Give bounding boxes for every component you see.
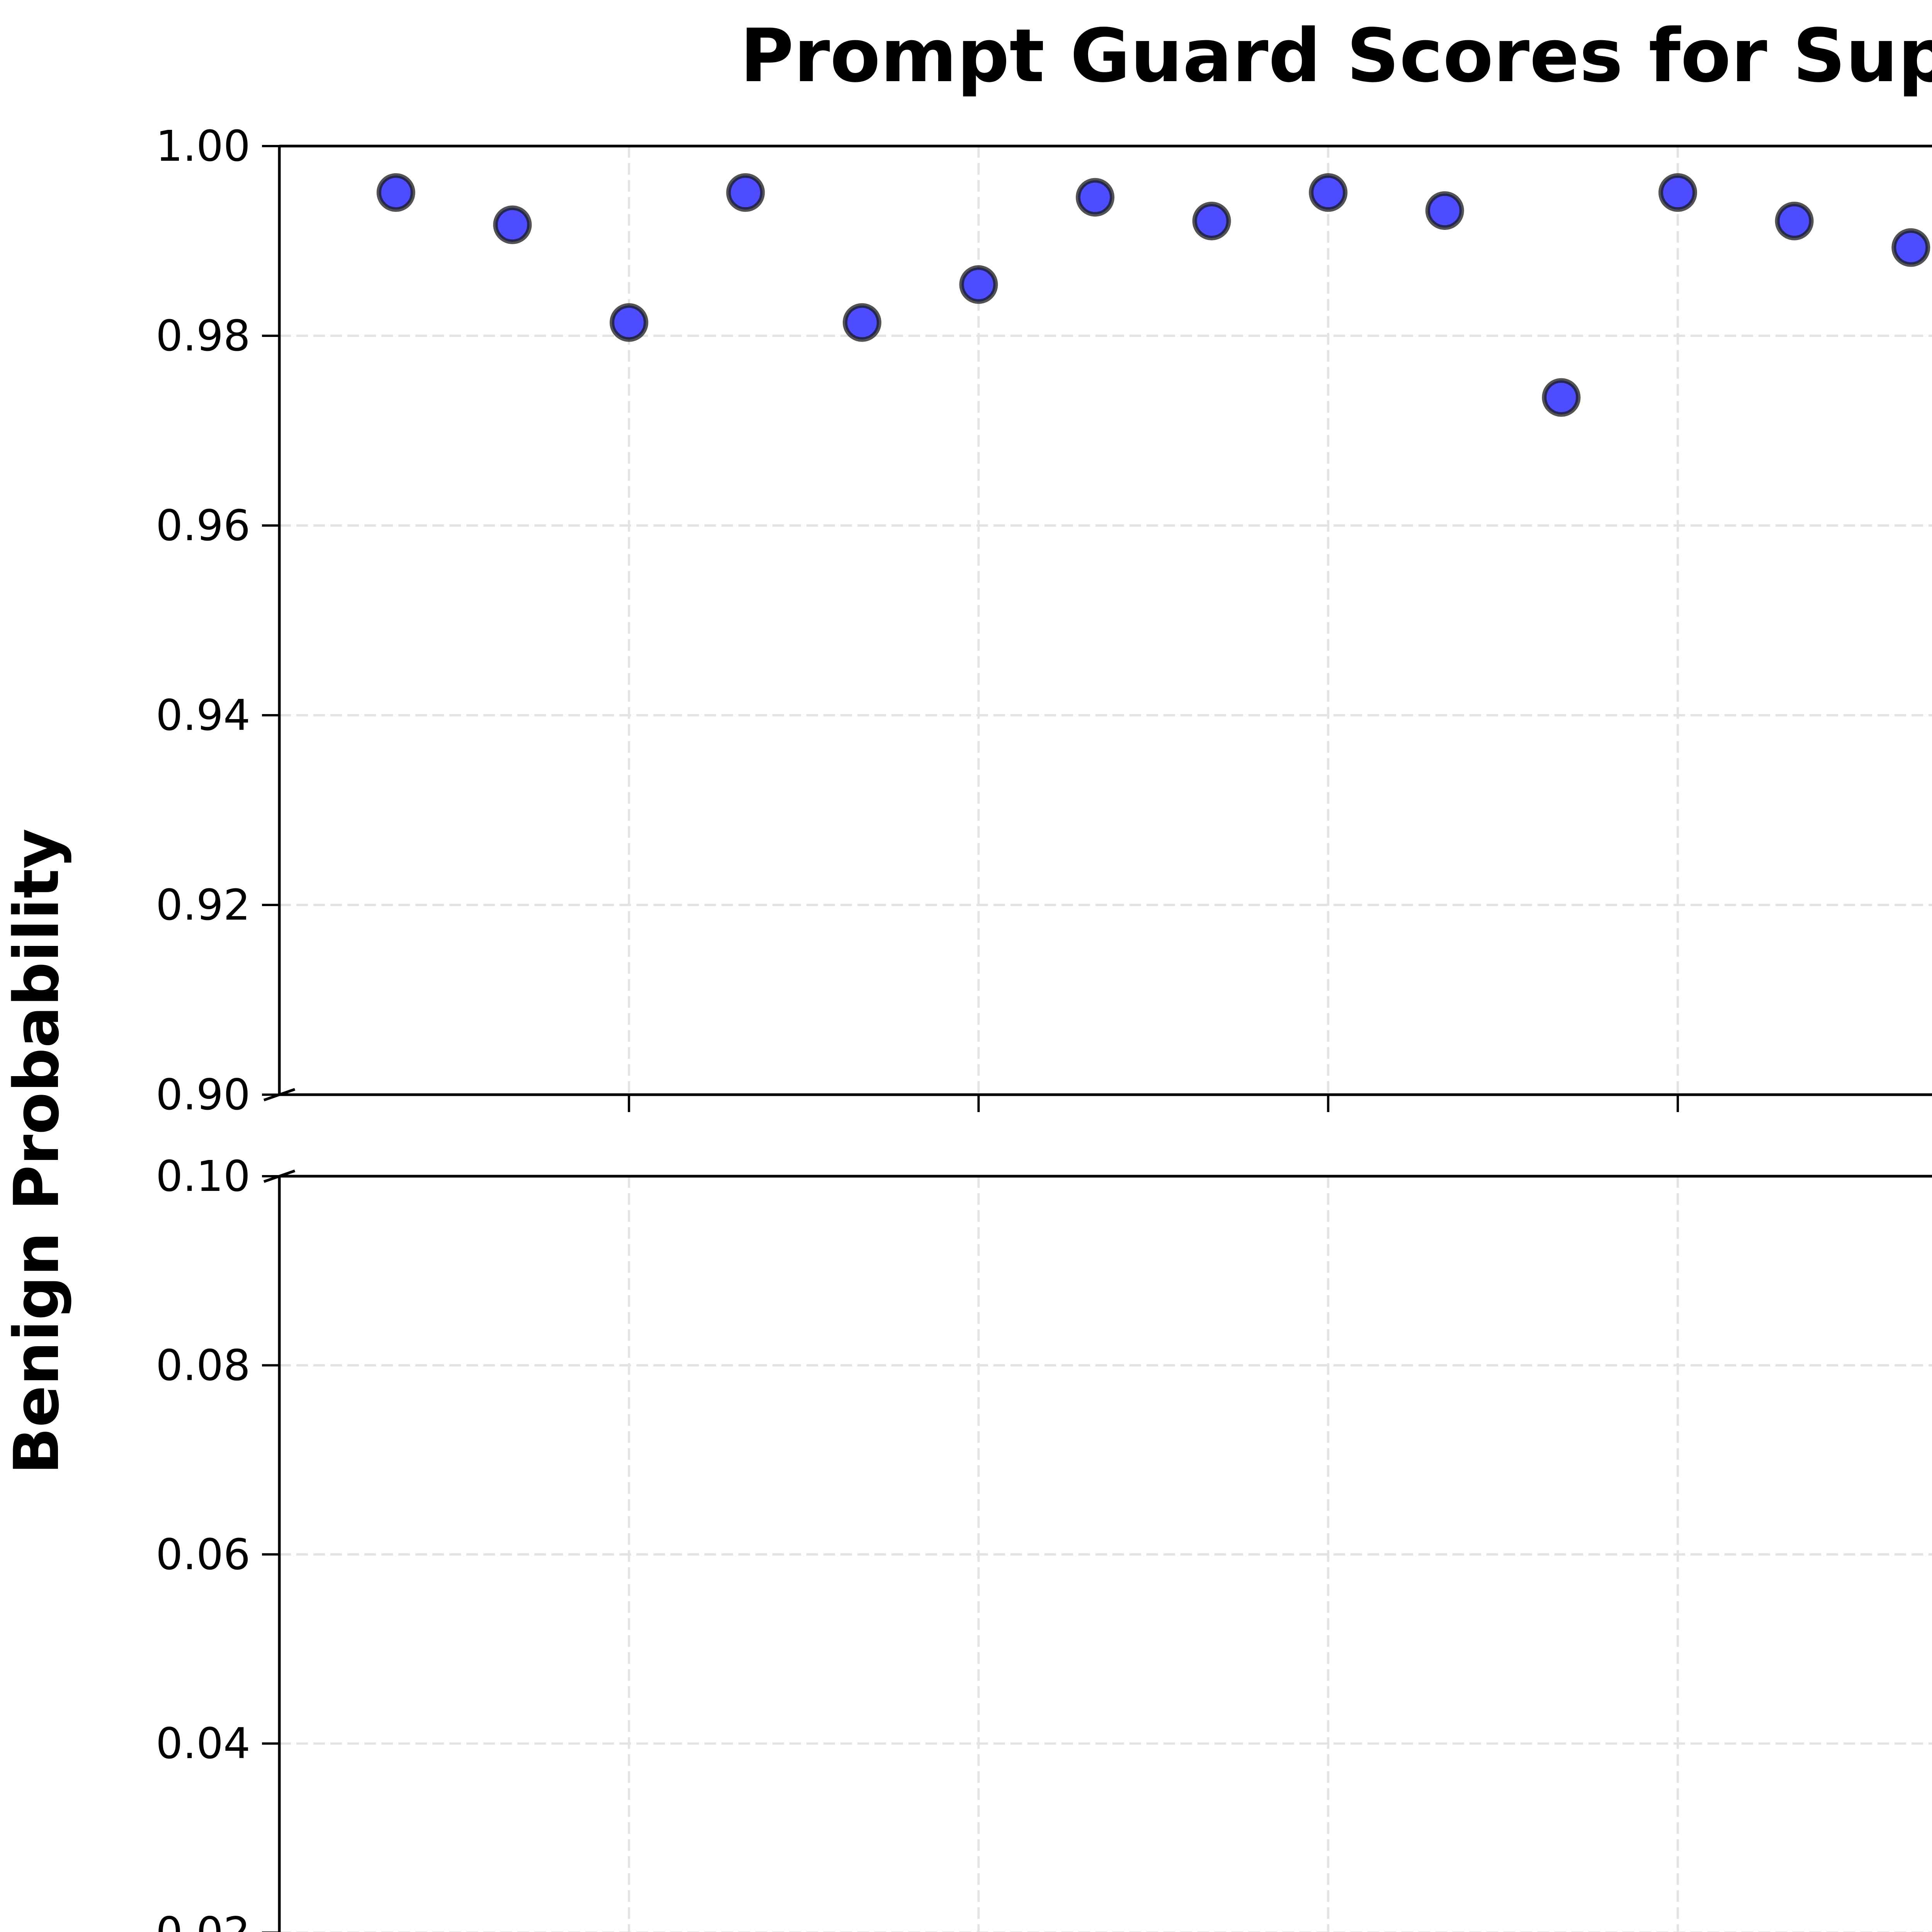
data-point	[1658, 173, 1697, 212]
data-point	[1775, 201, 1814, 240]
data-point	[493, 205, 532, 244]
data-point	[609, 303, 648, 342]
lower-grid	[279, 1176, 1932, 1932]
axis-break-marks	[263, 1088, 296, 1183]
lower-y-tick-label: 0.06	[156, 1530, 250, 1579]
upper-y-ticks: 0.90 0.92 0.94 0.96 0.98 1.00	[156, 121, 279, 1119]
break-mark-icon	[263, 1169, 296, 1183]
lower-y-tick-label: 0.08	[156, 1340, 250, 1390]
data-point	[1425, 191, 1464, 230]
data-point	[959, 265, 998, 304]
data-point	[726, 173, 765, 212]
upper-panel: 0.90 0.92 0.94 0.96 0.98 1.00	[156, 121, 1932, 1119]
upper-y-tick-label: 0.96	[156, 501, 250, 550]
data-point	[1891, 228, 1930, 267]
data-point	[1309, 173, 1348, 212]
upper-y-tick-label: 0.98	[156, 311, 250, 361]
upper-y-tick-label: 1.00	[156, 121, 250, 171]
data-point	[1192, 201, 1231, 240]
lower-y-tick-label: 0.04	[156, 1719, 250, 1768]
lower-y-tick-label: 0.10	[156, 1151, 250, 1201]
data-point	[376, 173, 415, 212]
upper-y-tick-label: 0.90	[156, 1070, 250, 1119]
chart-title: Prompt Guard Scores for Super Suffixes	[740, 13, 1932, 99]
break-mark-icon	[263, 1088, 296, 1102]
upper-y-tick-label: 0.92	[156, 880, 250, 930]
upper-y-tick-label: 0.94	[156, 690, 250, 740]
upper-points-optimized	[376, 173, 1930, 417]
data-point	[842, 303, 881, 342]
upper-grid	[279, 146, 1932, 1095]
y-axis-label: Benign Probability	[0, 828, 73, 1475]
lower-y-ticks: 0.000.020.040.060.080.10	[156, 1151, 279, 1932]
lower-panel: 0.000.020.040.060.080.10 036912151821	[156, 1151, 1932, 1932]
upper-frame	[278, 145, 1932, 1112]
lower-frame	[278, 1175, 1932, 1932]
data-point	[1542, 378, 1581, 417]
lower-y-tick-label: 0.02	[156, 1908, 250, 1932]
data-point	[1076, 178, 1115, 217]
